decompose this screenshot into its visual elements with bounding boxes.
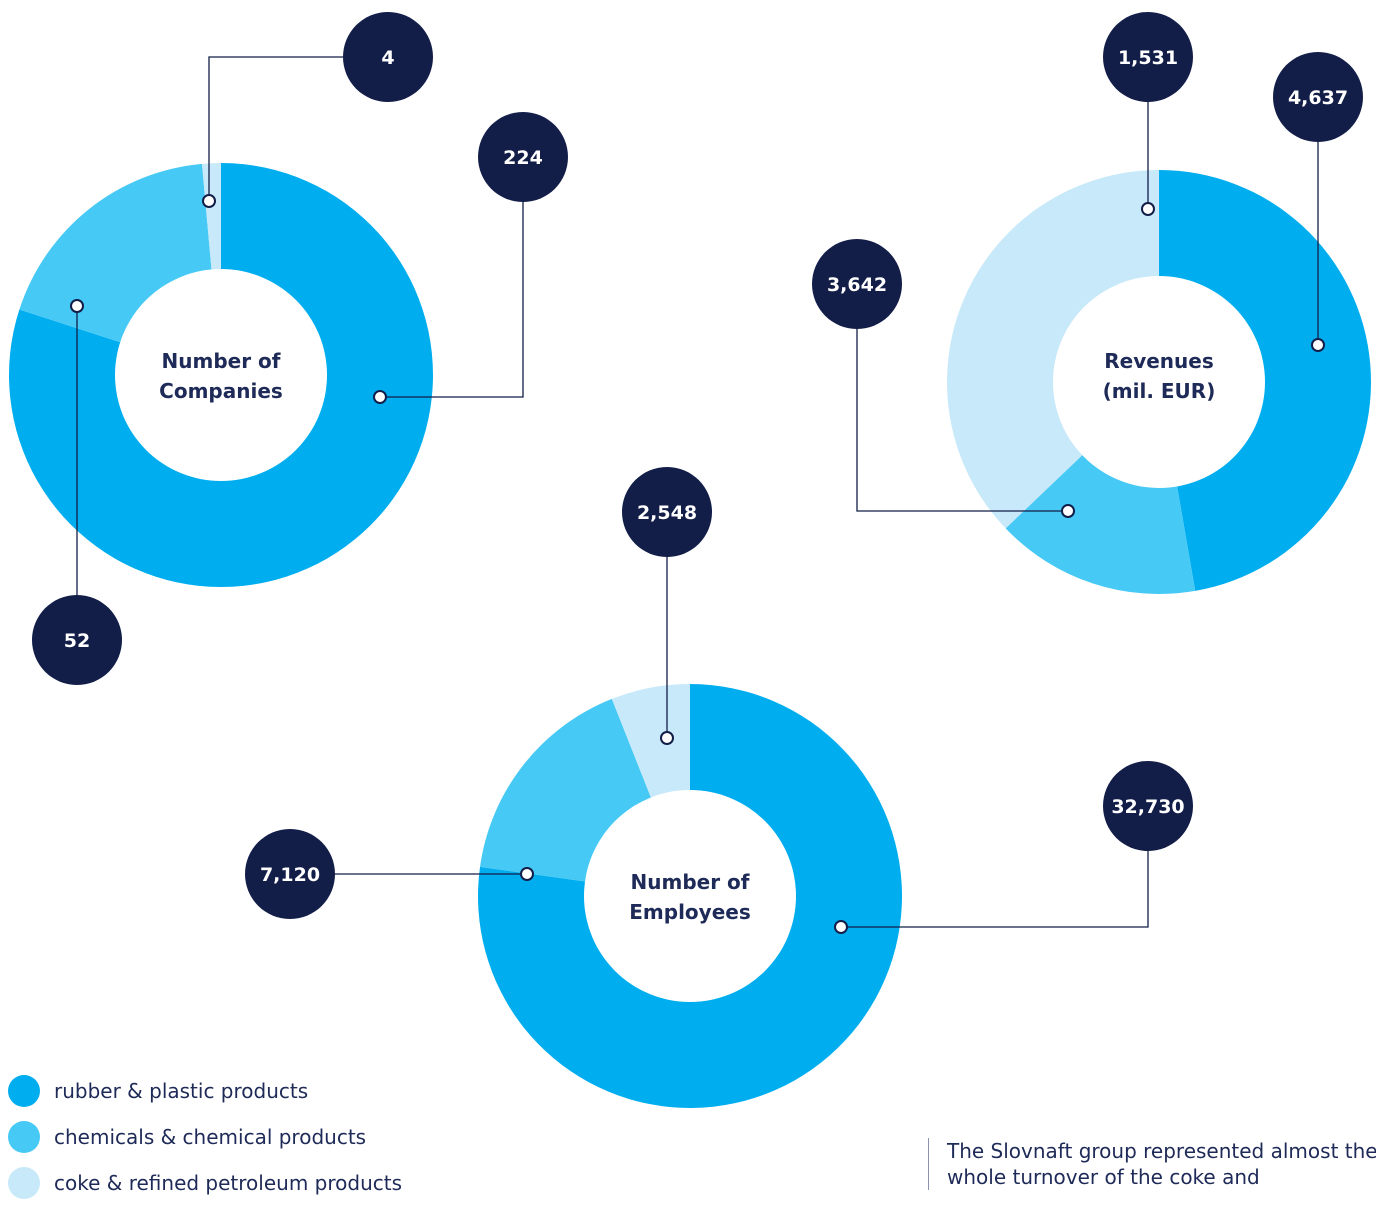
callout-dot <box>660 731 674 745</box>
slice-2 <box>946 170 1159 529</box>
value-bubble <box>245 829 335 919</box>
legend-label: coke & refined petroleum products <box>54 1171 403 1195</box>
callout-dot <box>1311 338 1325 352</box>
value-bubble <box>478 112 568 202</box>
data-label: 224 <box>503 147 543 169</box>
value-bubble <box>1103 12 1193 102</box>
data-label: 4 <box>381 47 394 69</box>
data-label: 7,120 <box>260 864 320 886</box>
legend-item-rubber: rubber & plastic products <box>8 1068 402 1114</box>
chart-title-line-2: Employees <box>629 900 750 924</box>
callout-line-rubber <box>380 157 524 398</box>
value-bubble <box>622 467 712 557</box>
callout-line-coke <box>208 56 388 201</box>
data-label: 4,637 <box>1288 87 1348 109</box>
chart-companies: Number of Companies 224 52 4 <box>9 12 568 685</box>
legend-swatch <box>8 1167 40 1199</box>
center-hole <box>1053 276 1265 488</box>
value-bubble <box>343 12 433 102</box>
data-label: 3,642 <box>827 274 887 296</box>
legend-item-chemicals: chemicals & chemical products <box>8 1114 402 1160</box>
center-hole <box>584 790 796 1002</box>
chart-title-line-1: Number of <box>162 349 281 373</box>
legend-item-coke: coke & refined petroleum products <box>8 1160 402 1206</box>
data-label: 52 <box>64 630 90 652</box>
legend: rubber & plastic products chemicals & ch… <box>8 1068 402 1206</box>
data-label: 1,531 <box>1118 47 1178 69</box>
legend-swatch <box>8 1121 40 1153</box>
legend-swatch <box>8 1075 40 1107</box>
legend-label: rubber & plastic products <box>54 1079 309 1103</box>
chart-title-line-2: Companies <box>159 379 283 403</box>
chart-title-line-1: Revenues <box>1104 349 1214 373</box>
callout-dot <box>520 867 534 881</box>
data-label: 2,548 <box>637 502 697 524</box>
chart-employees: Number of Employees 32,730 7,120 2,548 <box>245 467 1193 1108</box>
value-bubble <box>1273 52 1363 142</box>
callout-dot <box>202 194 216 208</box>
legend-label: chemicals & chemical products <box>54 1125 367 1149</box>
value-bubble <box>1103 761 1193 851</box>
chart-title-line-1: Number of <box>631 870 750 894</box>
chart-title-line-2: (mil. EUR) <box>1103 379 1216 403</box>
callout-line-coke <box>856 284 1068 512</box>
chart-revenues: Revenues (mil. EUR) 4,637 1,531 3,642 <box>812 12 1371 595</box>
data-label: 32,730 <box>1111 796 1184 818</box>
callout-dot <box>1141 202 1155 216</box>
callout-dot <box>70 299 84 313</box>
note-text: The Slovnaft group represented almost th… <box>928 1138 1376 1190</box>
callout-dot <box>373 390 387 404</box>
value-bubble <box>812 239 902 329</box>
value-bubble <box>32 595 122 685</box>
callout-dot <box>1061 504 1075 518</box>
center-hole <box>115 269 327 481</box>
callout-dot <box>834 920 848 934</box>
